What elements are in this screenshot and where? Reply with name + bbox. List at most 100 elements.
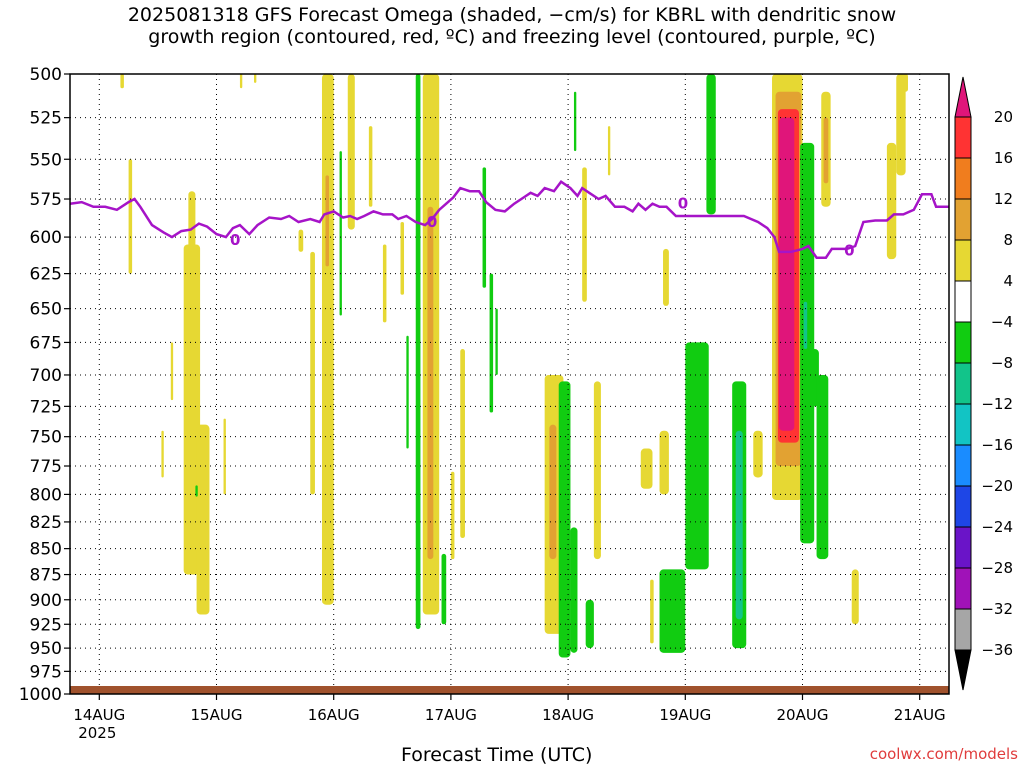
freezing-level-label: 0 bbox=[230, 231, 240, 249]
omega-region-yellow bbox=[851, 569, 859, 625]
colorbar-label: −4 bbox=[991, 313, 1013, 331]
omega-region-yellow bbox=[368, 126, 373, 207]
omega-region-yellow bbox=[593, 381, 601, 560]
y-tick-label: 925 bbox=[30, 615, 62, 635]
omega-region-yellow bbox=[659, 430, 669, 495]
x-tick-label: 15AUG bbox=[191, 706, 243, 724]
colorbar-label: −8 bbox=[991, 354, 1013, 372]
omega-region-yellow bbox=[582, 167, 587, 302]
y-tick-label: 675 bbox=[30, 333, 62, 353]
x-tick-label: 19AUG bbox=[659, 706, 711, 724]
omega-region-orange bbox=[549, 424, 557, 560]
colorbar-swatch bbox=[954, 485, 972, 528]
y-tick-label: 825 bbox=[30, 513, 62, 533]
x-tick-label: 18AUG bbox=[542, 706, 594, 724]
omega-region-green bbox=[339, 151, 342, 316]
omega-region-yellow bbox=[223, 418, 226, 495]
colorbar-label: −24 bbox=[981, 518, 1013, 536]
omega-region-yellow bbox=[254, 74, 257, 83]
grid-layer bbox=[70, 74, 949, 694]
omega-region-yellow bbox=[321, 74, 334, 605]
omega-region-green bbox=[415, 74, 421, 630]
omega-region-green bbox=[573, 91, 577, 152]
omega-region-green bbox=[441, 553, 447, 625]
omega-region-orange bbox=[823, 117, 829, 184]
y-tick-label: 975 bbox=[30, 662, 62, 682]
x-tick-sublabel: 2025 bbox=[78, 724, 116, 742]
x-axis-title: Forecast Time (UTC) bbox=[401, 744, 593, 766]
colorbar-top-arrow bbox=[954, 76, 972, 118]
freezing-level-layer: 0 0 0 0 bbox=[69, 179, 949, 259]
y-tick-label: 600 bbox=[30, 228, 62, 248]
omega-region-yellow bbox=[382, 244, 387, 323]
colorbar-swatch bbox=[954, 280, 972, 323]
omega-region-yellow bbox=[196, 424, 210, 615]
y-tick-label: 775 bbox=[30, 457, 62, 477]
colorbar-swatch bbox=[954, 157, 972, 200]
omega-region-orange bbox=[427, 206, 434, 560]
y-tick-label: 700 bbox=[30, 366, 62, 386]
omega-region-magenta bbox=[779, 117, 795, 431]
colorbar-label: 8 bbox=[1003, 231, 1013, 249]
colorbar-label: 16 bbox=[994, 149, 1013, 167]
omega-region-yellow bbox=[650, 579, 654, 644]
colorbar-swatch bbox=[954, 608, 972, 651]
y-tick-label: 650 bbox=[30, 300, 62, 320]
omega-region-yellow bbox=[128, 159, 133, 274]
chart-title: 2025081318 GFS Forecast Omega (shaded, −… bbox=[127, 4, 897, 48]
omega-region-yellow bbox=[239, 74, 243, 89]
colorbar-label: −20 bbox=[981, 477, 1013, 495]
x-tick-label: 21AUG bbox=[894, 706, 946, 724]
y-tick-label: 950 bbox=[30, 639, 62, 659]
y-tick-label: 575 bbox=[30, 190, 62, 210]
freezing-level-label: 0 bbox=[427, 213, 437, 231]
omega-shading-layer bbox=[120, 74, 908, 658]
y-tick-label: 1000 bbox=[19, 685, 62, 705]
y-tick-label: 625 bbox=[30, 265, 62, 285]
omega-region-teal bbox=[735, 430, 743, 620]
colorbar-label: 4 bbox=[1003, 272, 1013, 290]
omega-region-green bbox=[489, 273, 494, 413]
omega-region-green bbox=[804, 349, 819, 407]
omega-region-green bbox=[585, 599, 594, 649]
freezing-level-label: 0 bbox=[844, 241, 854, 259]
y-tick-label: 500 bbox=[30, 65, 62, 85]
omega-region-yellow bbox=[161, 430, 164, 478]
y-tick-label: 900 bbox=[30, 591, 62, 611]
y-tick-label: 525 bbox=[30, 109, 62, 129]
colorbar-swatch bbox=[954, 321, 972, 364]
omega-region-green bbox=[570, 527, 578, 653]
omega-region-yellow bbox=[400, 222, 405, 295]
colorbar-swatch bbox=[954, 567, 972, 610]
freezing-level-label: 0 bbox=[678, 195, 688, 213]
site-credit: coolwx.com/models bbox=[869, 745, 1018, 763]
colorbar-swatch bbox=[954, 239, 972, 282]
omega-region-green bbox=[706, 74, 716, 215]
colorbar-swatch bbox=[954, 526, 972, 569]
colorbar-swatch bbox=[954, 362, 972, 405]
omega-region-green bbox=[816, 374, 829, 560]
omega-region-green bbox=[482, 167, 487, 288]
omega-region-yellow bbox=[663, 248, 669, 306]
omega-region-yellow bbox=[120, 74, 124, 89]
omega-region-yellow bbox=[640, 448, 653, 489]
colorbar-label: −28 bbox=[981, 559, 1013, 577]
omega-region-green bbox=[685, 342, 709, 570]
omega-region-yellow bbox=[298, 229, 304, 252]
x-tick-label: 16AUG bbox=[308, 706, 360, 724]
ground-layer bbox=[70, 686, 949, 694]
y-tick-label: 750 bbox=[30, 428, 62, 448]
colorbar-label: 20 bbox=[994, 108, 1013, 126]
omega-region-yellow bbox=[903, 74, 908, 92]
y-tick-label: 725 bbox=[30, 397, 62, 417]
plot-frame bbox=[69, 73, 950, 695]
omega-region-yellow bbox=[450, 471, 455, 560]
y-tick-label: 850 bbox=[30, 540, 62, 560]
omega-region-orange bbox=[325, 175, 330, 267]
omega-region-green bbox=[558, 381, 571, 658]
colorbar-label: −16 bbox=[981, 436, 1013, 454]
colorbar-swatch bbox=[954, 403, 972, 446]
colorbar-swatch bbox=[954, 444, 972, 487]
omega-region-green bbox=[406, 335, 409, 449]
